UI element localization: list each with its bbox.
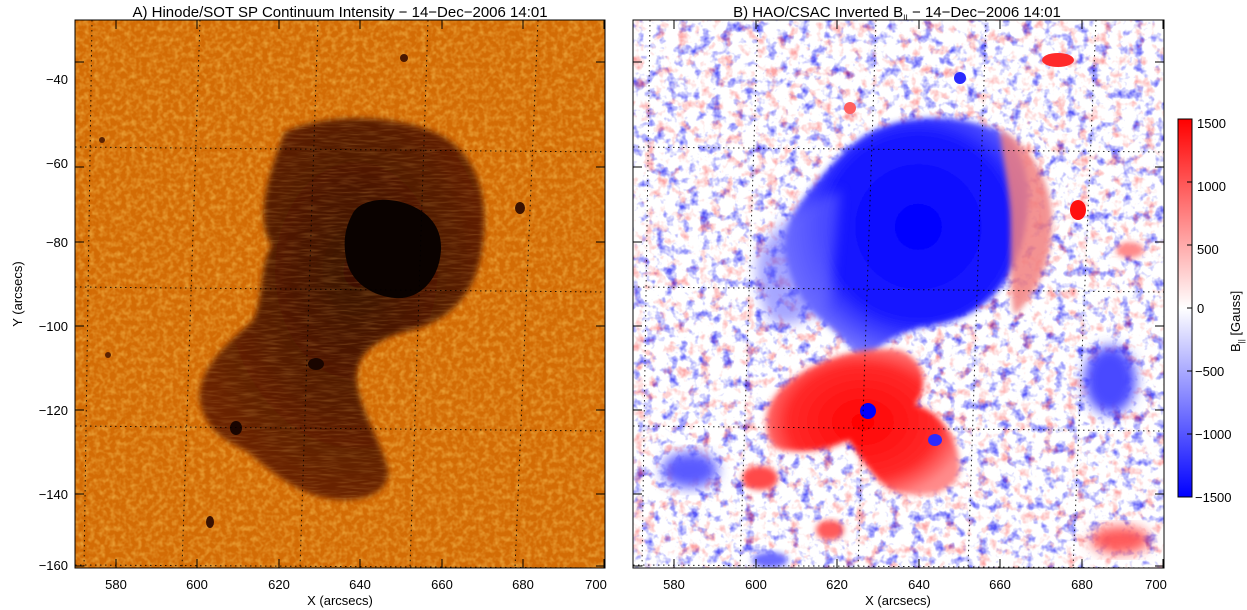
positive-penumbra-region xyxy=(1000,130,1053,315)
pore xyxy=(99,137,105,143)
y-tick-label: −140 xyxy=(39,487,68,502)
x-tick-label: 700 xyxy=(585,577,607,592)
pore xyxy=(515,202,525,214)
panel-b-title-sub: || xyxy=(903,13,908,23)
grid-lines-a xyxy=(75,20,605,568)
colorbar-label-sub: || xyxy=(1237,339,1246,343)
positive-patch xyxy=(844,102,856,114)
positive-patch xyxy=(1042,53,1074,67)
continuum-intensity-image xyxy=(75,20,605,568)
x-axis-label: X (arcsecs) xyxy=(307,593,373,608)
y-tick-label: −120 xyxy=(39,403,68,418)
negative-polarity-region xyxy=(784,117,1029,360)
negative-patch xyxy=(1084,346,1136,414)
colorbar-tick-label: 500 xyxy=(1197,242,1219,257)
positive-patch xyxy=(1090,526,1150,554)
colorbar-tick-label: −1000 xyxy=(1195,427,1232,442)
x-tick-label: 580 xyxy=(105,577,127,592)
panel-b-title: B) HAO/CSAC Inverted B|| − 14−Dec−2006 1… xyxy=(733,4,1061,23)
colorbar-tick-label: −500 xyxy=(1195,364,1224,379)
x-tick-label: 600 xyxy=(186,577,208,592)
x-axis-b: 580 600 620 640 660 680 700 X (arcsecs) xyxy=(663,20,1167,608)
panel-a-title: A) Hinode/SOT SP Continuum Intensity − 1… xyxy=(132,4,547,21)
positive-patch xyxy=(1116,242,1144,258)
y-tick-label: −160 xyxy=(39,558,68,573)
y-tick-label: −100 xyxy=(39,319,68,334)
panel-b-title-main: B) HAO/CSAC Inverted B xyxy=(733,4,903,21)
positive-patch xyxy=(1070,200,1086,220)
x-tick-label: 620 xyxy=(826,577,848,592)
colorbar-tick-label: −1500 xyxy=(1195,490,1232,505)
x-tick-label: 640 xyxy=(908,577,930,592)
x-tick-label: 580 xyxy=(663,577,685,592)
panel-a: A) Hinode/SOT SP Continuum Intensity − 1… xyxy=(10,4,607,608)
x-tick-label: 700 xyxy=(1145,577,1167,592)
x-tick-label: 680 xyxy=(512,577,534,592)
positive-polarity-region xyxy=(765,349,960,495)
negative-patch xyxy=(662,452,718,488)
x-tick-label: 600 xyxy=(745,577,767,592)
negative-patch xyxy=(860,403,876,419)
y-tick-label: −40 xyxy=(46,72,68,87)
positive-patch xyxy=(816,520,844,540)
umbra xyxy=(344,199,442,299)
x-tick-label: 640 xyxy=(349,577,371,592)
y-axis-a: −40 −60 −80 −100 −120 −140 −160 Y (arcse… xyxy=(10,61,605,573)
magnetogram-image xyxy=(633,20,1164,568)
colorbar-tick-label: 1000 xyxy=(1197,179,1226,194)
pore xyxy=(206,516,214,528)
colorbar: 1500 1000 500 0 −500 −1000 −1500 B|| [Ga… xyxy=(1177,116,1246,505)
grid-lines-b xyxy=(633,20,1164,568)
colorbar-tick-label: 0 xyxy=(1197,301,1204,316)
colorbar-label: B|| [Gauss] xyxy=(1228,291,1246,352)
positive-patch xyxy=(742,466,778,490)
y-tick-label: −60 xyxy=(46,156,68,171)
y-tick-label: −80 xyxy=(46,235,68,250)
x-axis-a: 580 600 620 640 660 680 700 X (arcsecs) xyxy=(105,20,607,608)
pore xyxy=(308,358,324,370)
colorbar-label-main: B xyxy=(1228,343,1243,352)
colorbar-label-unit: [Gauss] xyxy=(1228,291,1243,339)
y-ticks-b xyxy=(633,61,1164,567)
colorbar-tick-label: 1500 xyxy=(1197,116,1226,131)
x-tick-label: 660 xyxy=(989,577,1011,592)
negative-patch xyxy=(928,434,942,446)
x-tick-label: 620 xyxy=(268,577,290,592)
pore xyxy=(105,352,111,358)
y-axis-label: Y (arcsecs) xyxy=(10,261,25,327)
x-axis-label: X (arcsecs) xyxy=(865,593,931,608)
panel-b: B) HAO/CSAC Inverted B|| − 14−Dec−2006 1… xyxy=(632,4,1167,608)
panel-b-title-rest: − 14−Dec−2006 14:01 xyxy=(908,4,1061,21)
x-tick-label: 680 xyxy=(1071,577,1093,592)
negative-patch xyxy=(752,552,788,568)
x-tick-label: 660 xyxy=(431,577,453,592)
pore xyxy=(400,54,408,62)
negative-patch xyxy=(954,72,966,84)
